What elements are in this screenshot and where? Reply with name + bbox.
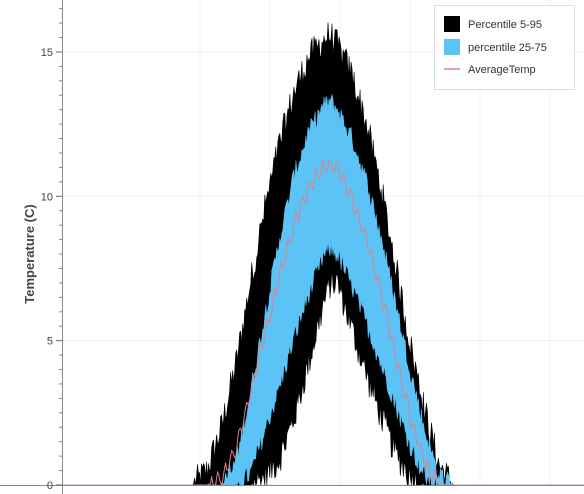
y-tick-label: 0: [47, 480, 53, 492]
y-axis-title: Temperature (C): [22, 204, 37, 303]
y-axis: 0 5 10 15: [41, 0, 63, 494]
legend-label-percentile-5-95: Percentile 5-95: [468, 19, 542, 31]
y-tick-label: 15: [41, 47, 53, 59]
data-layer: [62, 22, 584, 487]
legend-label-percentile-25-75: percentile 25-75: [468, 42, 547, 54]
legend: Percentile 5-95 percentile 25-75 Average…: [434, 5, 575, 90]
legend-swatch-percentile-5-95: [444, 16, 460, 32]
y-tick-label: 5: [47, 336, 53, 348]
y-tick-label: 10: [41, 191, 53, 203]
legend-swatch-percentile-25-75: [444, 39, 460, 55]
legend-label-averagetemp: AverageTemp: [468, 64, 536, 76]
